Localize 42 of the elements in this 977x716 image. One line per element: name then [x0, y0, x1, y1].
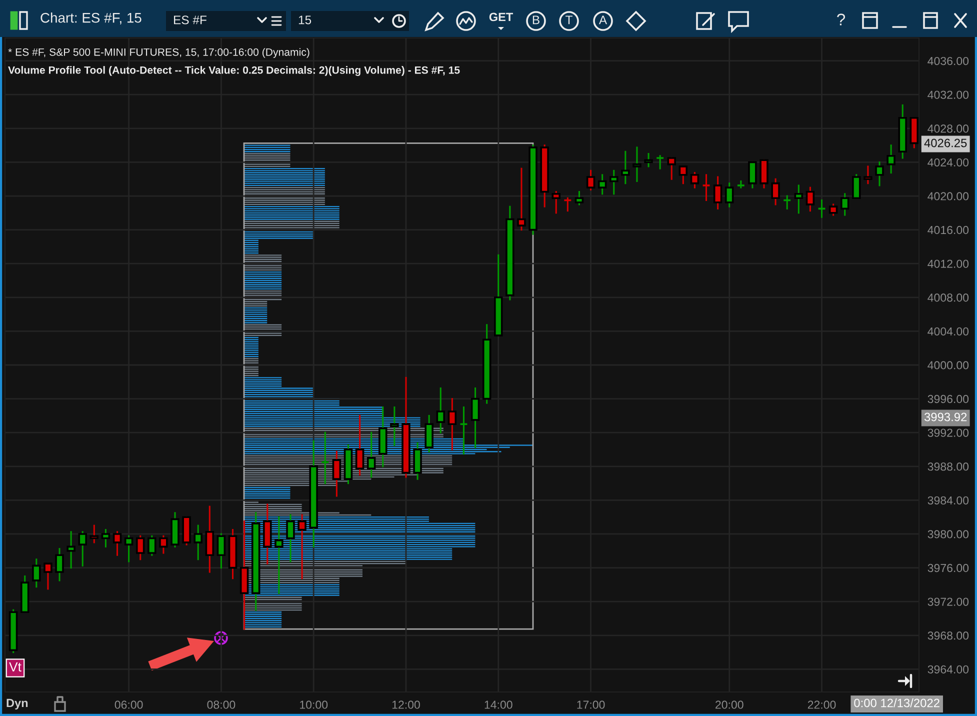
text: Dyn [6, 698, 28, 710]
text: 4026.25 [924, 138, 967, 148]
y-tick-label: 3992.00 [928, 428, 969, 437]
x-tick-label: 20:00 [716, 700, 744, 709]
y-tick-label: 3988.00 [928, 462, 969, 471]
text: ES #F [174, 16, 206, 24]
x-tick-label: 17:00 [577, 700, 605, 709]
chart-title: Chart: ES #F, 15 [40, 12, 142, 24]
text: B [532, 16, 540, 24]
text: GET [489, 12, 514, 22]
y-tick-label: 3964.00 [928, 665, 969, 674]
y-tick-label: 3976.00 [928, 564, 969, 572]
y-tick-label: 4008.00 [928, 294, 969, 302]
annotation: Vt [9, 662, 22, 672]
y-tick-label: 4036.00 [928, 56, 969, 66]
y-tick-label: 4016.00 [928, 226, 969, 234]
text: T [566, 16, 572, 24]
y-tick-label: 3980.00 [928, 530, 969, 538]
x-tick-label: 22:00 [808, 700, 836, 709]
y-tick-label: 3968.00 [928, 632, 969, 640]
x-tick-label: 12:00 [392, 700, 420, 709]
y-tick-label: 3984.00 [928, 496, 969, 504]
text: 0:00 12/13/2022 [854, 698, 940, 708]
text: 3993.92 [924, 412, 967, 422]
y-tick-label: 4028.00 [928, 124, 969, 133]
y-tick-label: 4024.00 [928, 158, 969, 166]
text: 15 [298, 16, 312, 24]
y-tick-label: 4000.00 [928, 361, 969, 370]
text: ? [837, 14, 846, 26]
y-tick-label: 3972.00 [928, 598, 969, 606]
text: Volume Profile Tool (Auto-Detect -- Tick Value: 0.25 Decimals: 2)(Using Volume) - ES #F, 15 [8, 66, 460, 76]
y-tick-label: 4012.00 [928, 260, 969, 268]
x-tick-label: 10:00 [300, 700, 328, 709]
y-tick-label: 3996.00 [928, 394, 969, 404]
y-tick-label: 4020.00 [928, 192, 969, 200]
x-tick-label: 06:00 [114, 700, 143, 709]
text: A [598, 16, 608, 24]
y-tick-label: 4032.00 [928, 90, 969, 99]
text: * ES #F, S&P 500 E-MINI FUTURES, 15, 17:00-16:00 (Dynamic) [8, 48, 310, 58]
x-tick-label: 14:00 [484, 700, 512, 709]
y-tick-label: 4004.00 [928, 327, 969, 336]
x-tick-label: 08:00 [207, 700, 236, 709]
